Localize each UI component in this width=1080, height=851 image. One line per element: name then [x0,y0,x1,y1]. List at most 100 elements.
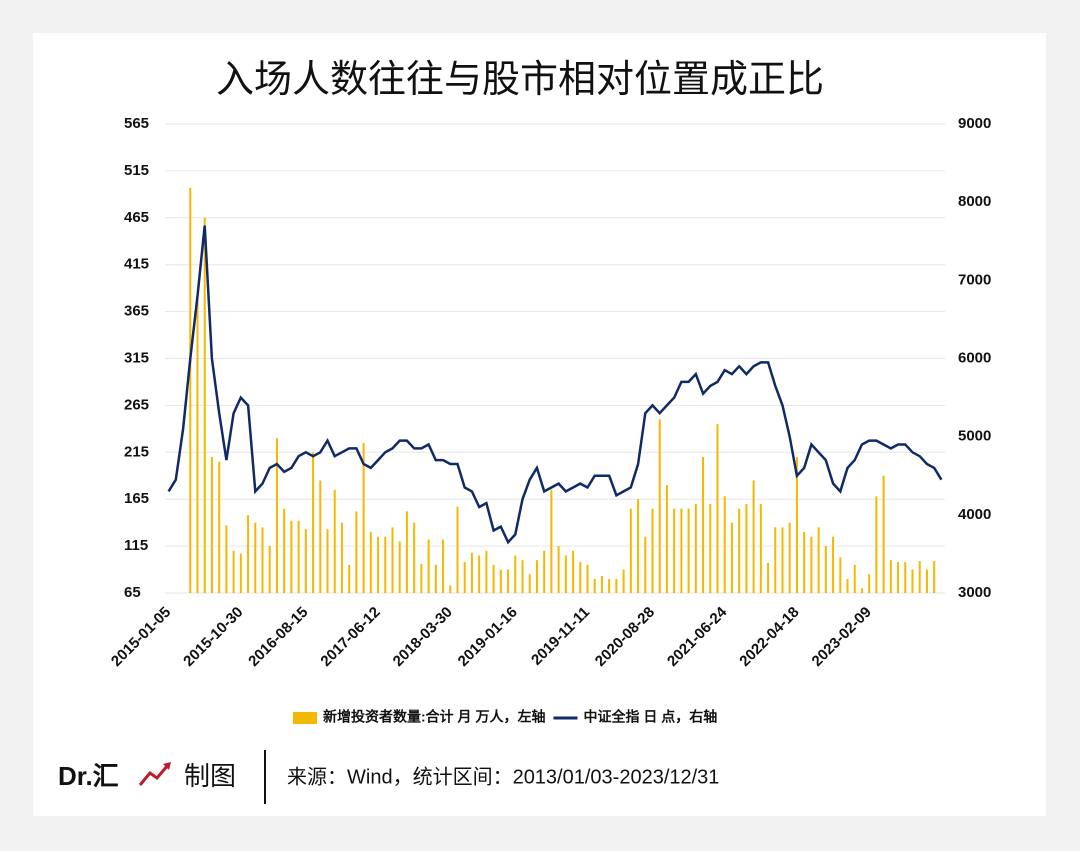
logo-icon [138,764,170,786]
bar [933,561,936,593]
bar [297,520,300,593]
bar [210,456,213,593]
bar [644,536,647,593]
bar [860,588,863,593]
bar [225,525,228,593]
bar [615,578,618,593]
bar [340,522,343,593]
bar [543,550,546,593]
bar [283,508,286,593]
bar [702,456,705,593]
x-tick-label: 2023-02-09 [809,604,875,670]
y-tick-label: 115 [124,537,148,554]
bar [868,574,871,593]
bar [413,522,416,593]
bar [904,562,907,593]
bar [485,550,488,593]
bar [572,550,575,593]
chart-title: 入场人数往往与股市相对位置成正比 [216,59,824,101]
made-by: 制图 [184,761,236,791]
bar [261,527,264,593]
bar [651,508,654,593]
bar [759,503,762,593]
bar [832,536,835,593]
bar [723,496,726,593]
x-tick-label: 2019-01-16 [455,604,521,670]
bar [196,297,199,593]
bar [781,527,784,593]
bar [391,527,394,593]
x-tick-label: 2020-08-28 [592,604,658,670]
bar [687,508,690,593]
y-tick-label: 215 [124,443,149,460]
bar [752,480,755,593]
bar [673,508,676,593]
source: 来源：Wind，统计区间：2013/01/03-2023/12/31 [287,765,719,788]
bar [629,508,632,593]
y-tick-label: 65 [124,584,141,601]
bar [745,503,748,593]
bar [275,438,278,593]
bar [348,564,351,593]
bar [911,569,914,593]
bar [405,511,408,593]
bar [846,578,849,593]
bar [492,564,495,593]
x-tick-label: 2015-01-05 [108,604,174,670]
bar [658,419,661,593]
bar [586,564,589,593]
x-tick-label: 2016-08-15 [245,604,311,670]
legend-label: 中证全指 日 点，右轴 [583,709,717,725]
x-tick-label: 2019-11-11 [528,604,593,669]
bar [521,560,524,593]
bar [839,557,842,593]
bar [189,187,192,593]
brand: Dr.汇 [58,761,119,791]
bar [377,536,380,593]
bar [622,569,625,593]
bar [738,508,741,593]
x-tick-label: 2015-10-30 [180,604,246,670]
bar [239,553,242,593]
x-tick-label: 2018-03-30 [390,604,456,670]
y-tick-label: 415 [124,256,149,273]
bar [875,496,878,593]
bar [925,569,928,593]
bar [767,562,770,593]
bar [564,555,567,593]
bar [507,569,510,593]
bar [918,561,921,593]
bar [355,511,358,593]
x-tick-label: 2021-06-24 [664,603,731,670]
logo-arrow [163,762,171,770]
bar [470,552,473,593]
bar [730,522,733,593]
x-tick-label: 2017-06-12 [317,604,383,670]
bar [254,522,257,593]
y2-tick-label: 7000 [958,271,991,288]
bar [203,217,206,594]
bar [478,555,481,593]
bar [637,499,640,593]
bar [218,461,221,593]
bar [579,562,582,593]
bar [557,546,560,593]
bar [889,560,892,593]
y-tick-label: 465 [124,209,149,226]
bar [514,555,517,593]
line [167,225,943,545]
y-tick-label: 165 [124,490,149,507]
bar [774,527,777,593]
bar [319,480,322,593]
y2-tick-label: 8000 [958,193,991,210]
card [33,33,1046,816]
bar [882,475,885,593]
y2-tick-label: 4000 [958,506,991,523]
y-tick-label: 515 [124,162,149,179]
bar [600,576,603,593]
bar [897,562,900,593]
y-tick-label: 365 [124,303,149,320]
bar [232,550,235,593]
bar [817,527,820,593]
